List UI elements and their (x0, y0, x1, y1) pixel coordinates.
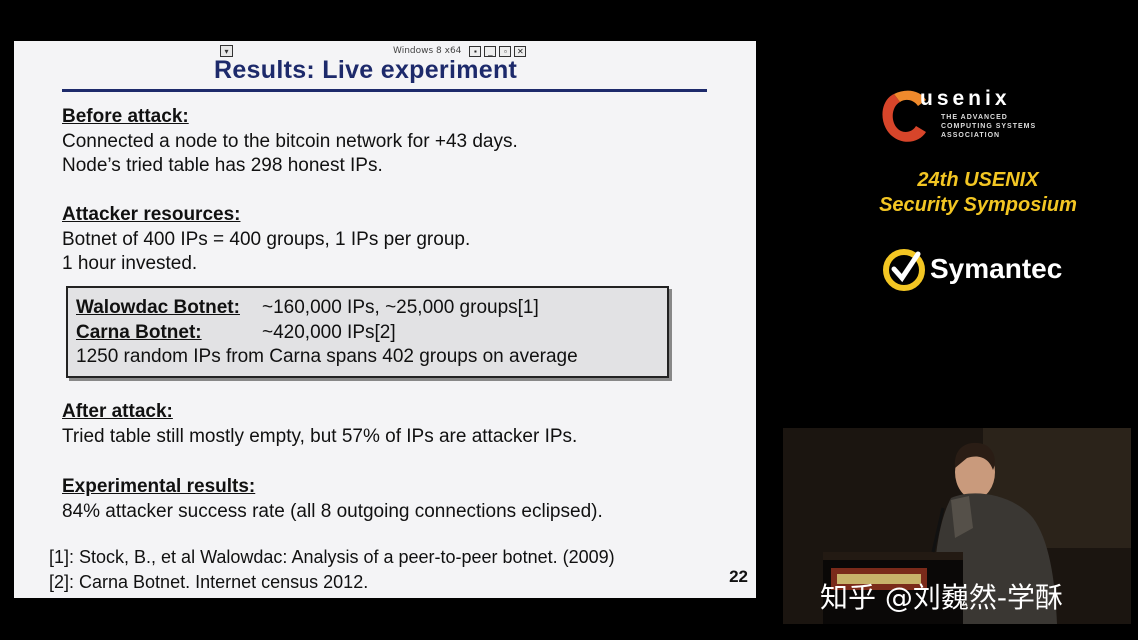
vm-label: Windows 8 x64 (393, 46, 462, 56)
section-heading: Experimental results: (62, 476, 256, 497)
carna-label: Carna Botnet: (76, 321, 202, 343)
attacker-resources-section: Attacker resources: Botnet of 400 IPs = … (62, 203, 470, 277)
experimental-results-section: Experimental results: 84% attacker succe… (62, 475, 603, 524)
symposium-line1: 24th USENIX (917, 169, 1039, 191)
reference-2: [2]: Carna Botnet. Internet census 2012. (49, 572, 369, 592)
text-line: Connected a node to the bitcoin network … (62, 130, 518, 152)
section-heading: Attacker resources: (62, 204, 241, 225)
section-heading: Before attack: (62, 106, 189, 127)
usenix-subtitle: THE ADVANCED COMPUTING SYSTEMS ASSOCIATI… (941, 113, 1036, 140)
walowdac-row: Walowdac Botnet: ~160,000 IPs, ~25,000 gr… (76, 296, 578, 321)
pin-icon[interactable]: ▾ (220, 45, 233, 57)
text-line: Botnet of 400 IPs = 400 groups, 1 IPs pe… (62, 228, 471, 250)
symposium-line2: Security Symposium (879, 194, 1077, 216)
page-number: 22 (729, 567, 748, 586)
text-line: Tried table still mostly empty, but 57% … (62, 425, 578, 447)
text-line: 1 hour invested. (62, 253, 198, 274)
close-icon[interactable]: ✕ (514, 45, 527, 57)
walowdac-value: ~160,000 IPs, ~25,000 groups[1] (262, 297, 539, 318)
presentation-slide: ▾ Windows 8 x64 ▪ _ ▫ ✕ Results: Live ex… (14, 41, 756, 598)
botnet-info-box: Walowdac Botnet: ~160,000 IPs, ~25,000 gr… (66, 286, 669, 378)
section-heading: After attack: (62, 401, 173, 422)
carna-note: 1250 random IPs from Carna spans 402 gro… (76, 346, 578, 367)
slide-title: Results: Live experiment (214, 56, 518, 84)
symantec-check-icon (883, 249, 925, 291)
vm-toolbar: ▾ Windows 8 x64 ▪ _ ▫ ✕ (220, 44, 560, 58)
usenix-logo-icon (882, 90, 926, 142)
restore-icon[interactable]: ▫ (499, 45, 512, 57)
text-line: 84% attacker success rate (all 8 outgoin… (62, 500, 603, 522)
usenix-sub-line: ASSOCIATION (941, 132, 1001, 139)
usenix-sub-line: COMPUTING SYSTEMS (941, 123, 1037, 130)
carna-value: ~420,000 IPs[2] (262, 321, 396, 343)
text-line: Node’s tried table has 298 honest IPs. (62, 155, 383, 176)
minimize-icon[interactable]: _ (484, 45, 497, 57)
carna-row: Carna Botnet: ~420,000 IPs[2] (76, 321, 578, 346)
after-attack-section: After attack: Tried table still mostly e… (62, 400, 577, 449)
title-divider (62, 89, 707, 92)
usenix-wordmark: usenix (920, 87, 1011, 110)
speaker-video-frame (783, 428, 1131, 624)
monitor-icon[interactable]: ▪ (469, 45, 482, 57)
speaker-video (783, 428, 1131, 624)
usenix-sub-line: THE ADVANCED (941, 114, 1008, 121)
watermark-text: 知乎 @刘巍然-学酥 (820, 581, 1064, 614)
symposium-title: 24th USENIX Security Symposium (858, 168, 1098, 218)
walowdac-label: Walowdac Botnet: (76, 297, 240, 318)
symantec-logo-text: Symantec (930, 253, 1063, 284)
reference-1: [1]: Stock, B., et al Walowdac: Analysis… (49, 547, 615, 567)
before-attack-section: Before attack: Connected a node to the b… (62, 105, 518, 179)
